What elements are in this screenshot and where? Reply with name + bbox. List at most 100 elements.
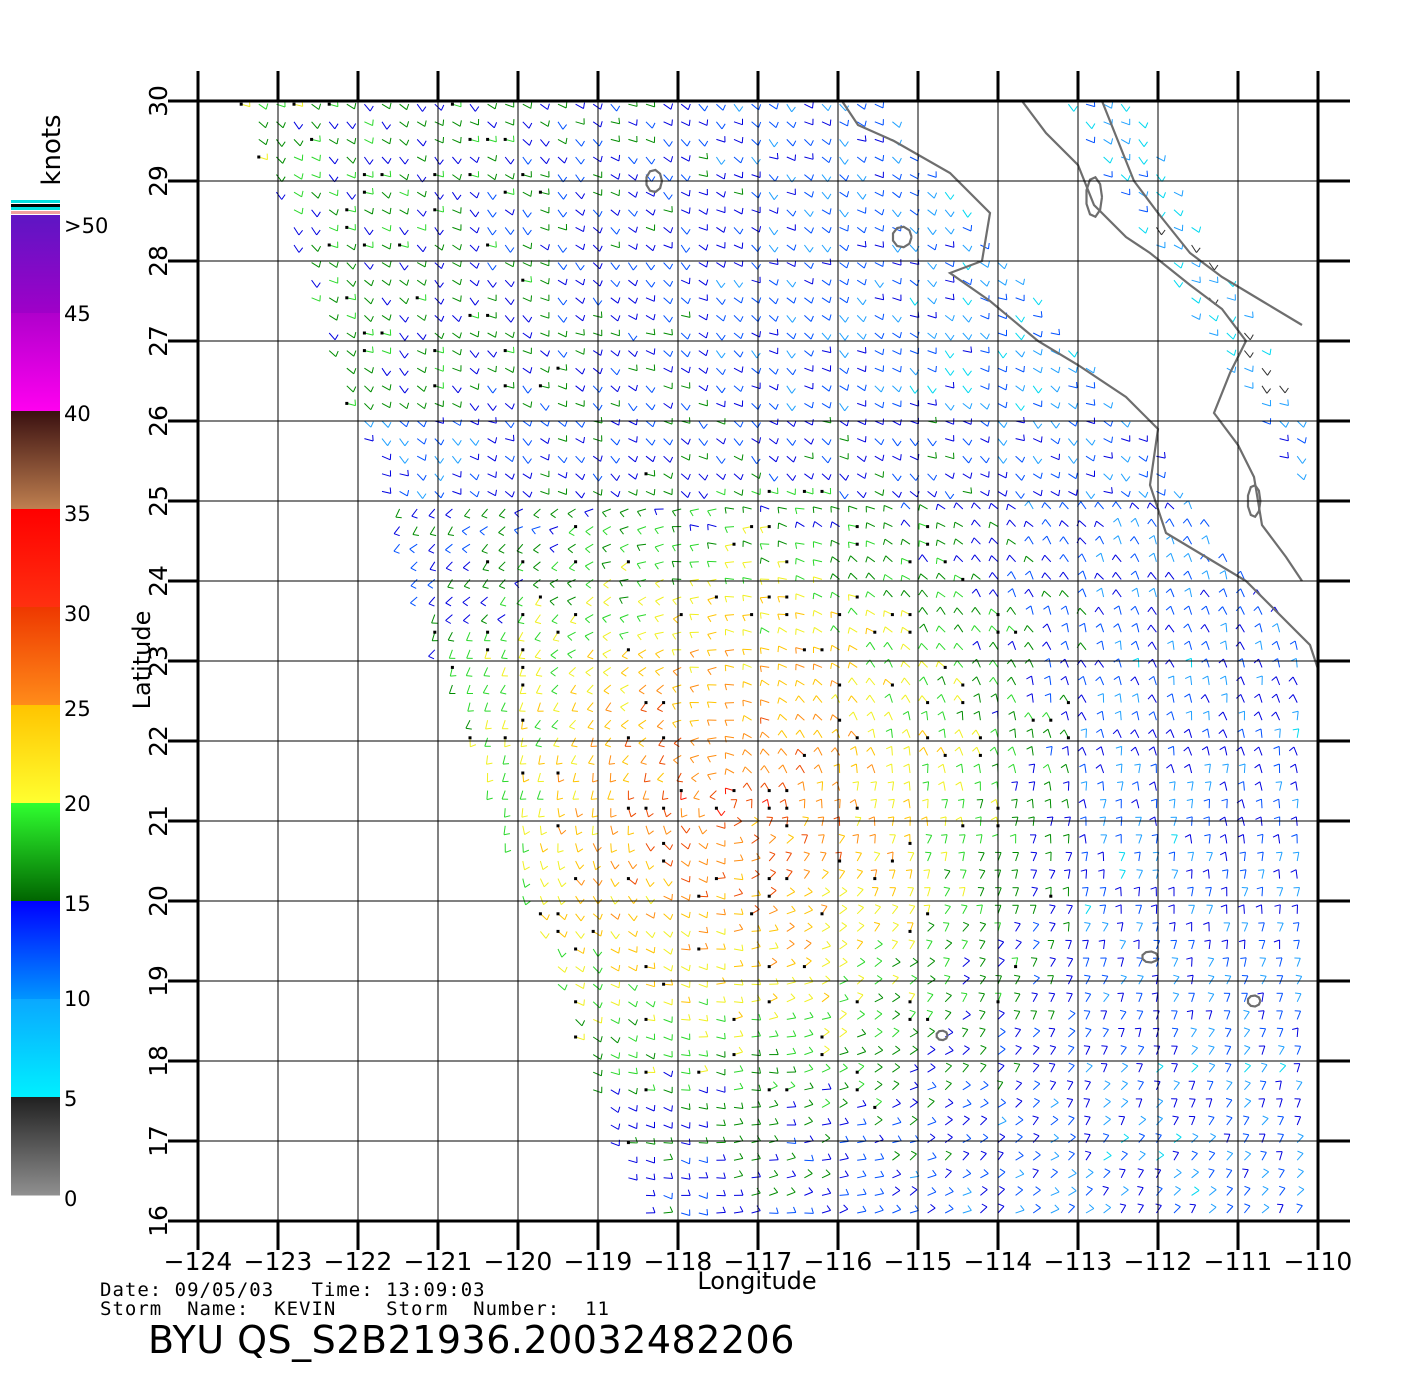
wind-barb: [698, 314, 707, 321]
wind-barb-flag: [722, 1136, 726, 1143]
wind-barb-flag: [724, 596, 728, 603]
wind-barb: [839, 799, 841, 809]
wind-barb: [522, 385, 529, 394]
wind-barb-flag: [880, 386, 885, 393]
wind-barb: [980, 438, 989, 443]
wind-barb-flag: [999, 1133, 1006, 1138]
wind-barb: [751, 1210, 761, 1214]
rain-flag-dot: [697, 947, 701, 951]
wind-barb: [467, 702, 471, 712]
wind-barb-flag: [808, 905, 813, 911]
wind-barb-flag: [1028, 781, 1035, 784]
rain-flag-dot: [662, 806, 666, 810]
wind-barb-flag: [817, 816, 824, 819]
wind-barb: [707, 701, 717, 704]
wind-barb-flag: [652, 1189, 656, 1196]
wind-barb: [553, 702, 559, 711]
wind-barb-flag: [705, 279, 709, 286]
wind-barb-flag: [894, 1063, 901, 1068]
wind-barb: [689, 561, 699, 563]
wind-barb: [839, 1067, 848, 1073]
wind-barb-flag: [576, 831, 583, 836]
wind-barb: [681, 1036, 690, 1041]
wind-barb: [1173, 1046, 1178, 1055]
wind-barb: [927, 852, 932, 862]
wind-barb: [997, 1188, 1005, 1196]
wind-barb: [1103, 1171, 1111, 1179]
wind-barb-flag: [688, 1173, 691, 1180]
wind-barb-flag: [461, 530, 468, 536]
wind-barb: [557, 350, 565, 358]
wind-barb-flag: [336, 314, 339, 321]
wind-barb-flag: [963, 974, 970, 979]
wind-barb: [786, 1017, 796, 1020]
wind-barb-flag: [1099, 887, 1106, 889]
wind-barb-flag: [556, 797, 564, 801]
wind-barb: [851, 695, 858, 703]
wind-barb: [1014, 728, 1017, 738]
wind-barb: [1191, 1010, 1194, 1020]
wind-barb: [1028, 588, 1034, 598]
wind-barb: [751, 1123, 761, 1126]
wind-barb-flag: [1238, 710, 1245, 714]
wind-barb: [628, 1071, 638, 1075]
wind-barb: [1244, 350, 1251, 358]
wind-barb-flag: [669, 914, 674, 920]
wind-barb: [804, 1173, 813, 1179]
wind-barb: [814, 521, 823, 528]
wind-barb-flag: [811, 419, 814, 426]
wind-barb: [465, 719, 471, 729]
wind-barb: [874, 799, 877, 809]
wind-barb-flag: [599, 367, 603, 374]
wind-barb-flag: [897, 1117, 902, 1123]
wind-barb: [1050, 958, 1056, 967]
wind-barb-flag: [429, 568, 437, 572]
wind-barb-flag: [862, 1205, 867, 1212]
wind-barb: [1015, 923, 1021, 932]
wind-barb: [672, 719, 682, 724]
wind-barb-flag: [740, 385, 744, 392]
wind-barb-flag: [722, 369, 726, 375]
wind-barb: [1294, 640, 1298, 650]
rain-flag-dot: [538, 912, 542, 916]
wind-barb-flag: [776, 329, 779, 336]
wind-barb-flag: [1150, 763, 1157, 767]
wind-barb: [803, 871, 811, 879]
wind-barb: [892, 1066, 901, 1073]
wind-barb: [707, 508, 717, 512]
wind-barb-flag: [876, 957, 883, 962]
wind-barb: [1205, 641, 1210, 650]
wind-barb-flag: [844, 405, 849, 412]
wind-barb-flag: [1207, 974, 1215, 978]
wind-barb: [487, 279, 494, 288]
wind-barb-flag: [688, 860, 691, 867]
rain-flag-dot: [538, 384, 542, 388]
wind-barb: [909, 1209, 919, 1214]
wind-barb: [1226, 350, 1235, 356]
wind-barb-flag: [1190, 1027, 1197, 1030]
wind-barb: [416, 350, 426, 355]
wind-barb-flag: [1189, 1098, 1196, 1100]
wind-barb-flag: [863, 492, 867, 499]
wind-barb: [567, 649, 576, 655]
wind-barb: [992, 589, 999, 598]
wind-barb-flag: [1167, 675, 1174, 679]
wind-barb: [849, 627, 858, 633]
wind-barb: [1015, 403, 1022, 411]
wind-barb: [1015, 1011, 1021, 1020]
wind-barb: [689, 684, 699, 688]
wind-barb-flag: [441, 332, 445, 339]
wind-barb-flag: [619, 634, 624, 640]
wind-barb: [1191, 887, 1194, 897]
wind-barb: [540, 279, 549, 285]
wind-barb-flag: [953, 522, 956, 529]
wind-barb-flag: [721, 387, 726, 394]
wind-barb-flag: [1069, 1027, 1076, 1032]
wind-barb: [663, 1142, 673, 1144]
wind-barb: [658, 755, 665, 764]
wind-barb: [592, 297, 599, 306]
wind-barb: [557, 455, 565, 464]
wind-barb-flag: [1030, 957, 1038, 959]
wind-barb-flag: [805, 939, 812, 944]
wind-barb: [709, 790, 717, 798]
